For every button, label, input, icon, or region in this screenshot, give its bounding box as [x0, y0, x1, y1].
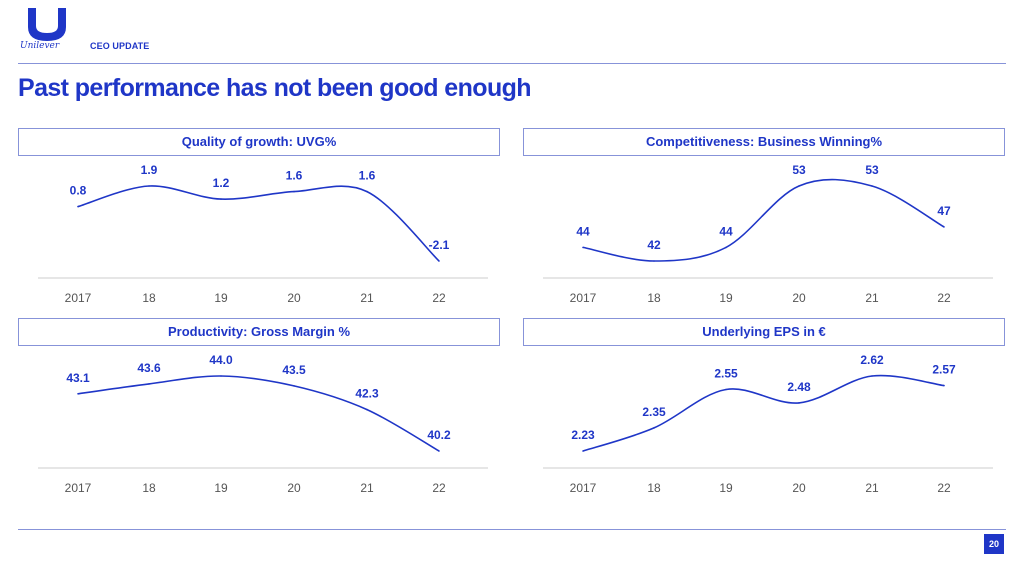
data-point [293, 190, 295, 193]
x-tick-label: 21 [865, 481, 879, 495]
x-tick-label: 18 [647, 291, 661, 305]
data-label: 2.48 [787, 380, 811, 394]
x-tick-label: 22 [432, 291, 446, 305]
x-tick-label: 22 [432, 481, 446, 495]
data-point [798, 185, 800, 187]
data-label: 53 [792, 163, 806, 177]
data-label: 2.55 [714, 367, 738, 381]
data-point [582, 246, 584, 249]
chart-panel-business-winning: Competitiveness: Business Winning% 44 42 4… [523, 128, 1005, 333]
x-tick-label: 19 [719, 291, 733, 305]
x-tick-label: 20 [792, 291, 806, 305]
chart-uvg: 0.8 1.9 1.2 1.6 1.6 -2.1 2017 18 19 20 21 22 [38, 163, 488, 305]
chart-title-gross-margin: Productivity: Gross Margin % [18, 318, 500, 346]
data-point [798, 402, 800, 404]
x-tick-label: 18 [142, 481, 156, 495]
data-label: 2.35 [642, 405, 666, 419]
data-point [148, 383, 150, 385]
data-point [366, 190, 368, 193]
data-label: 53 [865, 163, 879, 177]
x-tick-label: 20 [792, 481, 806, 495]
data-point [582, 450, 584, 452]
data-point [653, 260, 655, 262]
data-label: 2.62 [860, 353, 884, 367]
data-label: 44 [719, 224, 733, 238]
data-label: 0.8 [70, 184, 87, 198]
data-label: 44.0 [209, 353, 233, 367]
page-number: 20 [984, 534, 1004, 554]
series-line [582, 374, 945, 452]
series-line [582, 178, 945, 262]
chart-gross-margin: 43.1 43.6 44.0 43.5 42.3 40.2 2017 18 19 20 21 22 [38, 353, 488, 495]
top-divider [18, 63, 1006, 64]
x-tick-label: 19 [719, 481, 733, 495]
x-tick-label: 18 [142, 291, 156, 305]
x-tick-label: 19 [214, 481, 228, 495]
data-label: 42 [647, 238, 661, 252]
x-tick-label: 21 [360, 481, 374, 495]
data-point [871, 185, 873, 187]
data-point [871, 375, 873, 377]
data-label: 1.2 [213, 176, 230, 190]
bottom-divider [18, 529, 1006, 530]
chart-title-business-winning: Competitiveness: Business Winning% [523, 128, 1005, 156]
data-point [77, 205, 79, 208]
data-label: 1.6 [286, 169, 303, 183]
x-tick-label: 18 [647, 481, 661, 495]
unilever-u-icon [28, 8, 66, 41]
data-point [943, 226, 945, 228]
data-point [438, 260, 440, 262]
data-point [438, 450, 440, 452]
chart-panel-uvg: Quality of growth: UVG% 0.8 1.9 1.2 1.6 1.6 -… [18, 128, 500, 333]
x-tick-label: 2017 [570, 291, 597, 305]
data-point [220, 198, 222, 200]
data-label: 1.9 [141, 163, 158, 177]
unilever-logo [22, 6, 72, 50]
data-label: 2.23 [571, 428, 595, 442]
series-line [77, 375, 440, 452]
data-point [148, 185, 150, 187]
data-point [943, 384, 945, 387]
x-tick-label: 2017 [570, 481, 597, 495]
data-point [220, 375, 222, 377]
data-label: 47 [937, 204, 951, 218]
data-label: 43.1 [66, 371, 90, 385]
data-label: 1.6 [359, 169, 376, 183]
data-point [725, 388, 727, 391]
data-point [366, 408, 368, 411]
chart-business-winning: 44 42 44 53 53 47 2017 18 19 20 21 22 [543, 163, 993, 305]
section-tag: CEO UPDATE [90, 41, 150, 51]
x-tick-label: 20 [287, 291, 301, 305]
x-tick-label: 20 [287, 481, 301, 495]
data-label: 43.5 [282, 363, 306, 377]
chart-title-uvg: Quality of growth: UVG% [18, 128, 500, 156]
x-tick-label: 22 [937, 291, 951, 305]
data-label: 2.57 [932, 363, 956, 377]
x-tick-label: 2017 [65, 481, 92, 495]
data-label: 40.2 [427, 428, 451, 442]
data-point [77, 393, 79, 395]
data-label: -2.1 [429, 238, 450, 252]
data-point [653, 427, 655, 429]
chart-title-eps: Underlying EPS in € [523, 318, 1005, 346]
chart-panel-eps: Underlying EPS in € 2.23 2.35 2.55 2.48 2.62… [523, 318, 1005, 523]
data-point [725, 246, 727, 249]
chart-panel-gross-margin: Productivity: Gross Margin % 43.1 43.6 44.… [18, 318, 500, 523]
data-label: 42.3 [355, 387, 379, 401]
x-tick-label: 19 [214, 291, 228, 305]
brand-wordmark: Unilever [20, 41, 60, 51]
chart-eps: 2.23 2.35 2.55 2.48 2.62 2.57 2017 18 19 20 21 22 [543, 353, 993, 495]
x-tick-label: 21 [360, 291, 374, 305]
x-tick-label: 2017 [65, 291, 92, 305]
data-point [293, 385, 295, 387]
data-label: 43.6 [137, 361, 161, 375]
x-tick-label: 21 [865, 291, 879, 305]
data-label: 44 [576, 224, 590, 238]
x-tick-label: 22 [937, 481, 951, 495]
page-title: Past performance has not been good enoug… [18, 74, 532, 102]
series-line [77, 185, 440, 262]
